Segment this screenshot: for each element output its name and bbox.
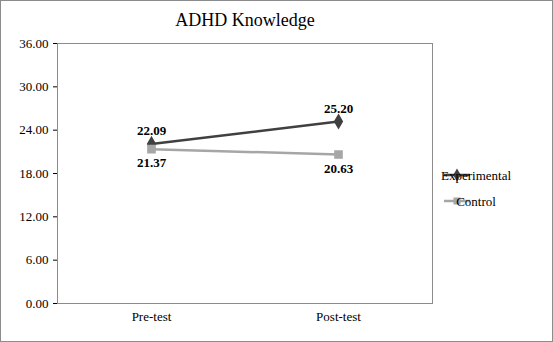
svg-text:20.63: 20.63 <box>324 161 354 176</box>
svg-text:Experimental: Experimental <box>441 168 511 183</box>
svg-text:18.00: 18.00 <box>19 166 48 181</box>
svg-text:25.20: 25.20 <box>324 101 353 116</box>
svg-text:22.09: 22.09 <box>137 123 167 138</box>
svg-text:24.00: 24.00 <box>19 122 48 137</box>
svg-text:ADHD Knowledge: ADHD Knowledge <box>175 10 314 30</box>
svg-text:Post-test: Post-test <box>316 309 361 324</box>
svg-text:12.00: 12.00 <box>19 209 48 224</box>
svg-text:6.00: 6.00 <box>26 252 49 267</box>
svg-text:30.00: 30.00 <box>19 79 48 94</box>
svg-text:Pre-test: Pre-test <box>132 309 172 324</box>
svg-text:21.37: 21.37 <box>137 155 167 170</box>
svg-text:Control: Control <box>456 194 496 209</box>
svg-text:0.00: 0.00 <box>26 296 49 311</box>
svg-text:36.00: 36.00 <box>19 36 48 51</box>
